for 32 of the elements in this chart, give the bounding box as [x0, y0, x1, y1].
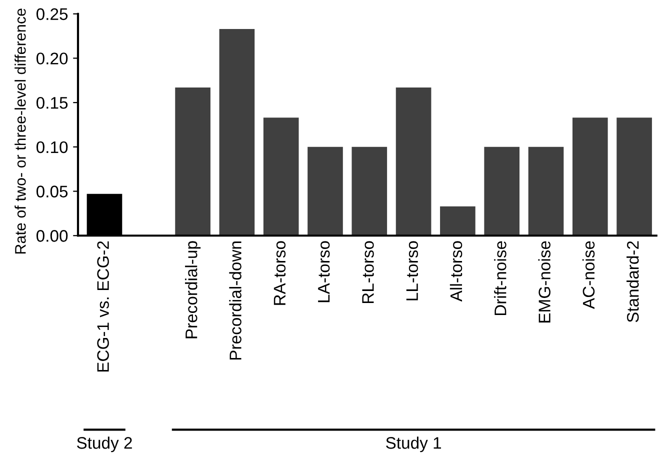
bar: [528, 146, 564, 236]
x-tick-label: RA-torso: [274, 241, 286, 305]
text: Study 1: [386, 436, 441, 452]
x-tick-label: EMG-noise: [538, 241, 550, 322]
y-tick-label: 0.05: [36, 186, 68, 198]
x-tick-label: Precordial-down: [229, 242, 242, 360]
text: Study 2: [76, 436, 132, 452]
bar: [308, 146, 343, 236]
bar: [396, 87, 432, 236]
x-tick-label: RL-torso: [362, 241, 374, 304]
bar: [175, 87, 210, 236]
x-tick-label: Standard-2: [626, 241, 639, 322]
x-tick-label: All-torso: [450, 241, 462, 302]
bar: [263, 118, 299, 236]
x-tick-label: Drift-noise: [494, 241, 506, 316]
x-tick-label: Precordial-up: [185, 241, 201, 338]
bar: [572, 118, 608, 236]
bar: [440, 206, 476, 236]
x-tick-label: LA-torso: [318, 241, 330, 302]
bar: [352, 146, 388, 236]
y-tick-label: 0.00: [36, 230, 68, 242]
bar: [616, 118, 652, 236]
y-tick-label: 0.25: [36, 8, 68, 20]
y-tick-label: 0.20: [36, 52, 68, 64]
y-tick-label: 0.15: [36, 96, 68, 109]
x-tick-label: ECG-1 vs. ECG-2: [97, 241, 109, 372]
x-tick-label: AC-noise: [582, 241, 595, 309]
bar: [219, 28, 255, 236]
x-tick-label: LL-torso: [406, 241, 418, 300]
bar: [484, 146, 520, 236]
y-tick-label: 0.10: [36, 141, 68, 154]
y-axis-title: Rate of two- or three-level difference: [14, 8, 26, 254]
